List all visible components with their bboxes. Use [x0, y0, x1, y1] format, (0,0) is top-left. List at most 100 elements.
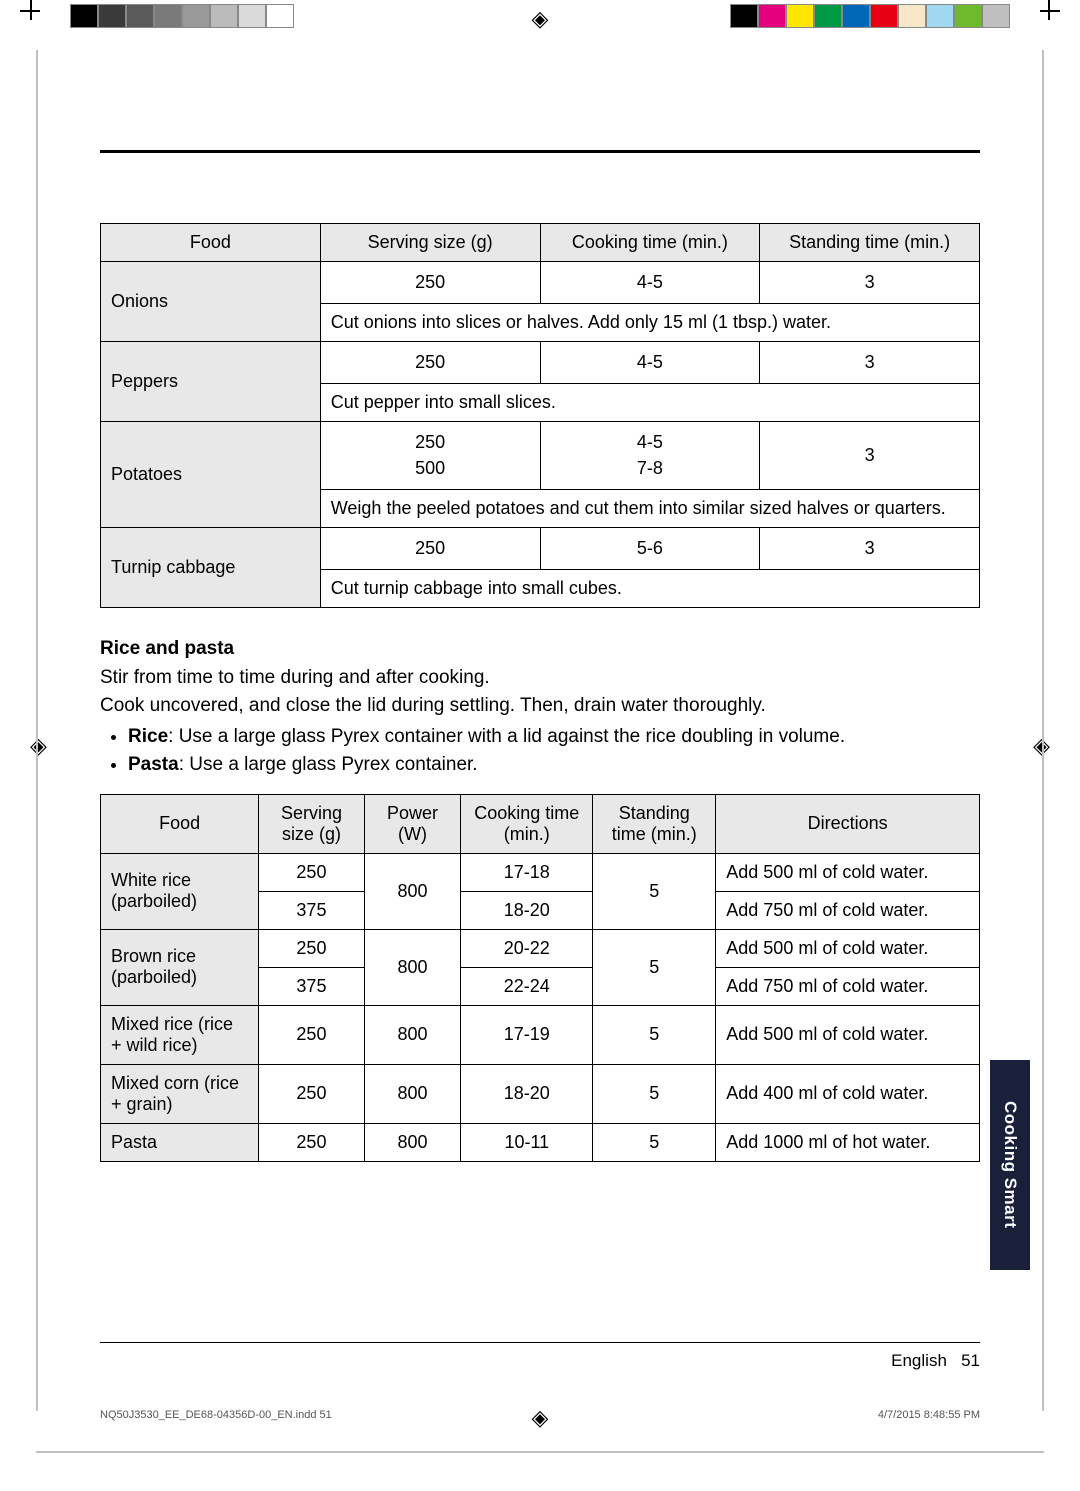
th2-standing: Standing time (min.)	[593, 794, 716, 853]
color-swatch	[982, 4, 1010, 28]
note-cell: Cut turnip cabbage into small cubes.	[320, 569, 979, 607]
vegetable-table: Food Serving size (g) Cooking time (min.…	[100, 223, 980, 608]
food-cell: Peppers	[101, 342, 321, 422]
cell: 250500	[320, 422, 540, 489]
cell: 17-18	[461, 853, 593, 891]
footer-page: 51	[961, 1351, 980, 1370]
cell: 17-19	[461, 1005, 593, 1064]
cell: 20-22	[461, 929, 593, 967]
color-swatch	[730, 4, 758, 28]
th-standing: Standing time (min.)	[760, 224, 980, 262]
cell: 22-24	[461, 967, 593, 1005]
crop-guide-right	[1042, 50, 1044, 1411]
cell: 4-5	[540, 342, 760, 384]
note-cell: Cut onions into slices or halves. Add on…	[320, 304, 979, 342]
cell: 3	[760, 342, 980, 384]
imprint-line: NQ50J3530_EE_DE68-04356D-00_EN.indd 51 4…	[100, 1409, 980, 1421]
cell: 4-5	[540, 262, 760, 304]
color-swatch	[266, 4, 294, 28]
cell: 3	[760, 262, 980, 304]
cell: 250	[320, 262, 540, 304]
cell: 250	[259, 929, 364, 967]
crop-mark-tr	[1020, 0, 1060, 40]
cell: 250	[259, 853, 364, 891]
color-swatch	[758, 4, 786, 28]
cell: 5	[593, 1064, 716, 1123]
color-swatch	[870, 4, 898, 28]
print-marks-top: ◈	[0, 0, 1080, 40]
cell: 800	[364, 929, 461, 1005]
page-top-rule	[100, 150, 980, 153]
cell: 5	[593, 1123, 716, 1161]
cell: 800	[364, 1064, 461, 1123]
color-swatch	[842, 4, 870, 28]
cell: 3	[760, 422, 980, 489]
section-tab-label: Cooking Smart	[1000, 1101, 1020, 1228]
cell: Add 1000 ml of hot water.	[716, 1123, 980, 1161]
color-swatch	[98, 4, 126, 28]
color-swatch	[238, 4, 266, 28]
cell: 18-20	[461, 1064, 593, 1123]
note-cell: Cut pepper into small slices.	[320, 384, 979, 422]
rice-pasta-table: Food Serving size (g) Power (W) Cooking …	[100, 794, 980, 1162]
color-swatch	[814, 4, 842, 28]
color-swatch	[210, 4, 238, 28]
cell: 250	[320, 342, 540, 384]
color-swatch	[182, 4, 210, 28]
section-tab: Cooking Smart	[990, 1060, 1030, 1270]
crop-mark-tl	[20, 0, 60, 40]
food-white-rice: White rice (parboiled)	[101, 853, 259, 929]
section-line1: Stir from time to time during and after …	[100, 664, 980, 693]
note-cell: Weigh the peeled potatoes and cut them i…	[320, 489, 979, 527]
cell: 800	[364, 853, 461, 929]
cell: Add 400 ml of cold water.	[716, 1064, 980, 1123]
section-bullets: Rice: Use a large glass Pyrex container …	[100, 723, 980, 780]
th2-power: Power (W)	[364, 794, 461, 853]
page-footer: English 51	[100, 1342, 980, 1371]
cell: 10-11	[461, 1123, 593, 1161]
registration-mark-icon: ◈	[30, 733, 47, 759]
color-swatch	[70, 4, 98, 28]
crop-guide-left	[36, 50, 38, 1411]
cell: 800	[364, 1005, 461, 1064]
cell: Add 750 ml of cold water.	[716, 891, 980, 929]
cell: 375	[259, 891, 364, 929]
food-pasta: Pasta	[101, 1123, 259, 1161]
cell: Add 750 ml of cold water.	[716, 967, 980, 1005]
color-swatch	[898, 4, 926, 28]
cell: 18-20	[461, 891, 593, 929]
food-cell: Potatoes	[101, 422, 321, 527]
food-mixed-corn: Mixed corn (rice + grain)	[101, 1064, 259, 1123]
cell: 5-6	[540, 527, 760, 569]
cell: 250	[320, 527, 540, 569]
color-swatch	[126, 4, 154, 28]
imprint-timestamp: 4/7/2015 8:48:55 PM	[878, 1409, 980, 1421]
section-line2: Cook uncovered, and close the lid during…	[100, 692, 980, 721]
color-swatch	[786, 4, 814, 28]
color-swatch	[926, 4, 954, 28]
th2-food: Food	[101, 794, 259, 853]
food-mixed-rice: Mixed rice (rice + wild rice)	[101, 1005, 259, 1064]
color-swatches-right	[730, 4, 1010, 28]
food-brown-rice: Brown rice (parboiled)	[101, 929, 259, 1005]
th-serving: Serving size (g)	[320, 224, 540, 262]
food-cell: Onions	[101, 262, 321, 342]
imprint-file: NQ50J3530_EE_DE68-04356D-00_EN.indd 51	[100, 1409, 332, 1421]
registration-mark-icon: ◈	[532, 6, 549, 32]
cell: 800	[364, 1123, 461, 1161]
bullet-pasta: Pasta: Use a large glass Pyrex container…	[128, 751, 980, 780]
cell: Add 500 ml of cold water.	[716, 929, 980, 967]
cell: 3	[760, 527, 980, 569]
cell: 250	[259, 1064, 364, 1123]
color-swatch	[954, 4, 982, 28]
th2-directions: Directions	[716, 794, 980, 853]
crop-guide-bottom	[36, 1451, 1044, 1453]
section-title: Rice and pasta	[100, 638, 980, 660]
bullet-rice: Rice: Use a large glass Pyrex container …	[128, 723, 980, 752]
cell: 4-57-8	[540, 422, 760, 489]
cell: 5	[593, 1005, 716, 1064]
page-content: Food Serving size (g) Cooking time (min.…	[100, 150, 980, 1381]
th2-serving: Serving size (g)	[259, 794, 364, 853]
cell: Add 500 ml of cold water.	[716, 1005, 980, 1064]
cell: Add 500 ml of cold water.	[716, 853, 980, 891]
